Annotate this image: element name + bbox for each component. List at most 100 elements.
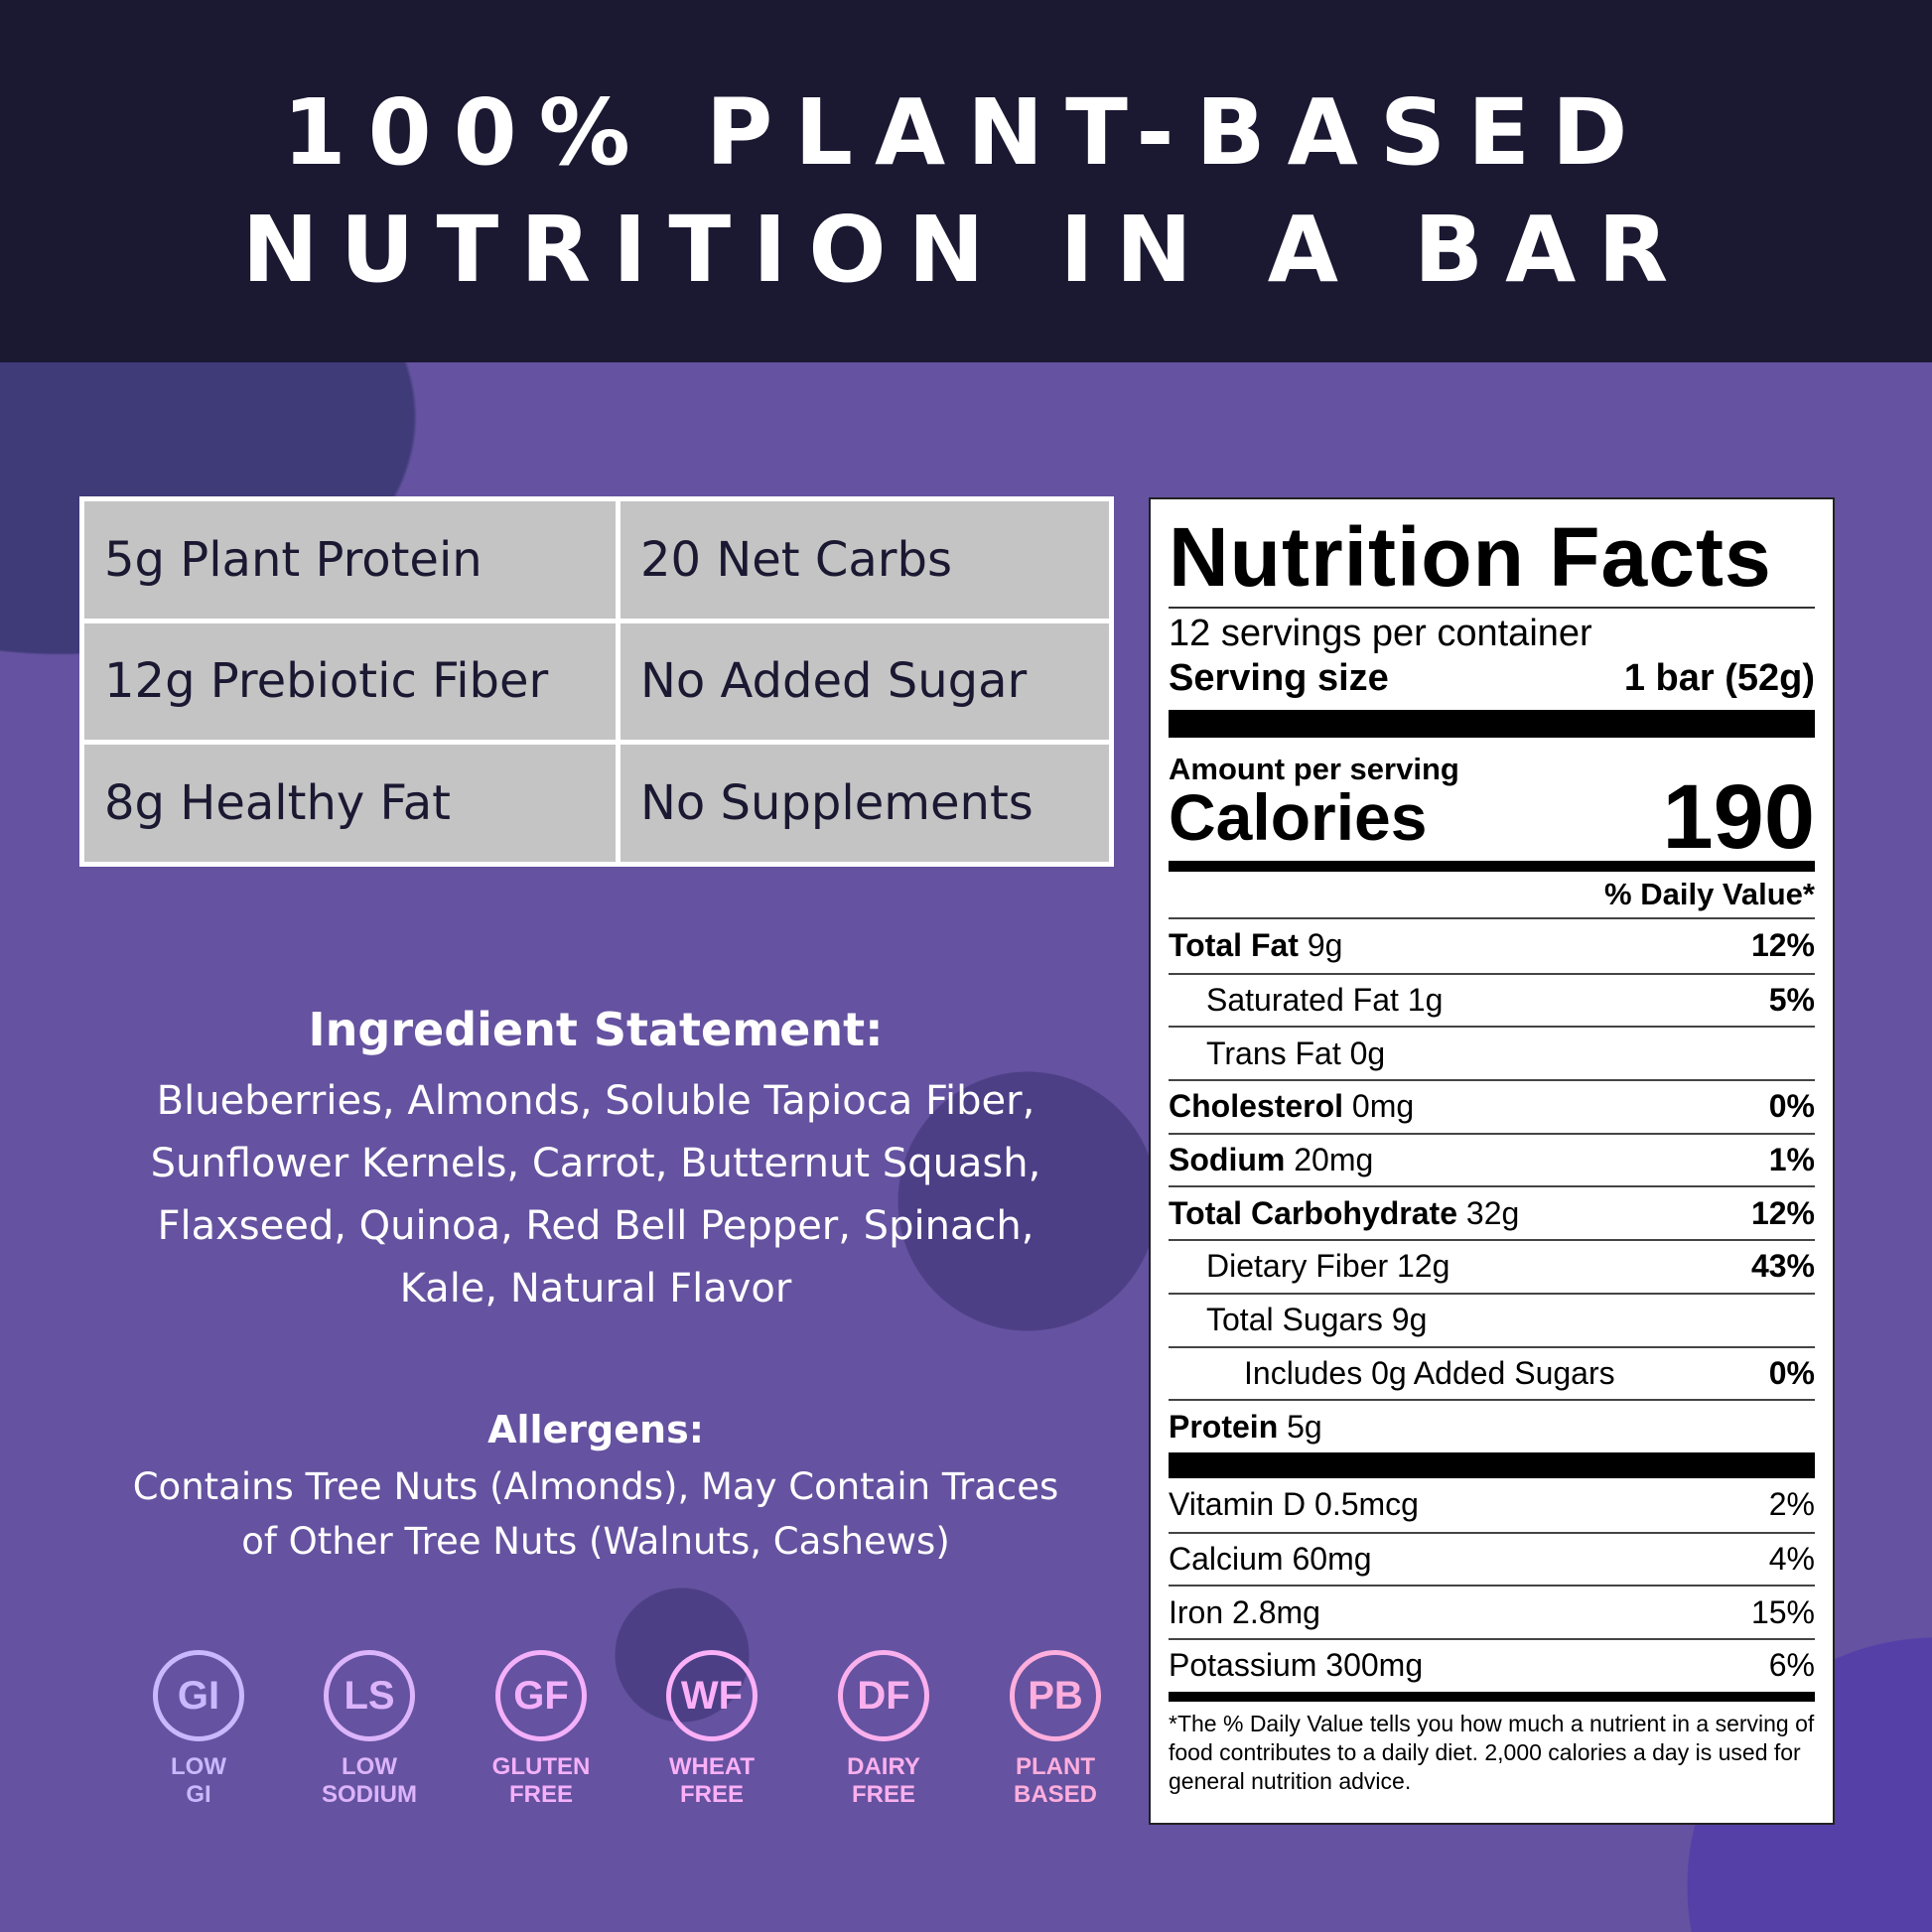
- ingredients-line: Flaxseed, Quinoa, Red Bell Pepper, Spina…: [157, 1203, 1035, 1249]
- highlight-cell: No Added Sugar: [621, 622, 1109, 741]
- servings-per-container: 12 servings per container: [1169, 612, 1592, 654]
- nutrient-dv: 1%: [1768, 1142, 1815, 1178]
- allergens-heading: Allergens:: [487, 1408, 704, 1451]
- badge-label-line: FREE: [851, 1781, 915, 1808]
- nutrient-row: Trans Fat 0g: [1169, 1026, 1815, 1079]
- amount-per-serving: Amount per serving: [1169, 752, 1459, 786]
- nutrient-label: Total Fat 9g: [1169, 927, 1342, 964]
- nutrient-label: Total Carbohydrate 32g: [1169, 1195, 1519, 1232]
- vitamin-dv: 2%: [1768, 1486, 1815, 1523]
- ingredients-heading: Ingredient Statement:: [308, 1003, 884, 1056]
- nutrient-amount: 20mg: [1285, 1142, 1374, 1178]
- vitamin-dv: 15%: [1750, 1593, 1815, 1630]
- badge-label-line: SODIUM: [322, 1781, 417, 1808]
- badge-circle-icon: DF: [838, 1650, 929, 1741]
- divider: [1169, 1451, 1815, 1478]
- nutrient-row: Includes 0g Added Sugars 0%: [1169, 1345, 1815, 1400]
- vitamin-dv: 6%: [1768, 1647, 1815, 1684]
- badge-circle-icon: WF: [666, 1650, 758, 1741]
- badge-ls: LS LOW SODIUM: [310, 1650, 429, 1809]
- nutrient-dv: 12%: [1750, 927, 1815, 964]
- vitamin-row: Iron 2.8mg 15%: [1169, 1585, 1815, 1638]
- badge-label: GLUTEN FREE: [482, 1753, 601, 1809]
- ingredients-line: Blueberries, Almonds, Soluble Tapioca Fi…: [156, 1078, 1035, 1124]
- nutrient-dv: 0%: [1768, 1354, 1815, 1391]
- calories-label: Calories: [1169, 780, 1428, 854]
- nutrition-title: Nutrition Facts: [1169, 510, 1772, 604]
- divider: [1169, 710, 1815, 738]
- badge-circle-icon: PB: [1010, 1650, 1101, 1741]
- allergens-line: of Other Tree Nuts (Walnuts, Cashews): [241, 1520, 950, 1563]
- badge-label-line: FREE: [508, 1781, 573, 1808]
- nutrient-rows: Total Fat 9g 12% Saturated Fat 1g 5% Trans F…: [1169, 917, 1815, 1452]
- badge-label-line: DAIRY: [847, 1753, 920, 1780]
- serving-size-label: Serving size: [1169, 656, 1389, 699]
- divider: [1169, 861, 1815, 872]
- nutrient-dv: 12%: [1750, 1194, 1815, 1231]
- nutrient-amount: 0mg: [1343, 1088, 1415, 1125]
- badge-circle-icon: GF: [495, 1650, 587, 1741]
- highlight-cell: 12g Prebiotic Fiber: [84, 622, 616, 741]
- nutrient-row: Cholesterol 0mg 0%: [1169, 1079, 1815, 1133]
- vitamin-row: Potassium 300mg 6%: [1169, 1637, 1815, 1692]
- ingredients-text: Blueberries, Almonds, Soluble Tapioca Fi…: [60, 1070, 1132, 1320]
- nutrient-label: Includes 0g Added Sugars: [1169, 1355, 1615, 1392]
- nutrient-row: Protein 5g: [1169, 1399, 1815, 1452]
- nutrient-amount: Includes 0g Added Sugars: [1244, 1354, 1615, 1391]
- nutrient-amount: 9g: [1298, 927, 1343, 964]
- nutrient-row: Saturated Fat 1g 5%: [1169, 972, 1815, 1027]
- highlight-cell: 8g Healthy Fat: [84, 745, 616, 862]
- nutrient-row: Total Fat 9g 12%: [1169, 919, 1815, 973]
- nutrient-label: Cholesterol 0mg: [1169, 1088, 1414, 1125]
- calories-value: 190: [1662, 766, 1816, 868]
- badge-label: WHEAT FREE: [652, 1753, 771, 1809]
- badge-label-line: LOW: [171, 1753, 226, 1780]
- badge-label-line: FREE: [679, 1781, 744, 1808]
- badge-label: DAIRY FREE: [824, 1753, 943, 1809]
- nutrient-row: Total Sugars 9g: [1169, 1292, 1815, 1346]
- badge-label: PLANT BASED: [996, 1753, 1115, 1809]
- badge-label: LOW SODIUM: [310, 1753, 429, 1809]
- vitamin-row: Calcium 60mg 4%: [1169, 1531, 1815, 1586]
- headline-line2: NUTRITION IN A BAR: [241, 197, 1691, 303]
- badge-label-line: BASED: [1013, 1781, 1097, 1808]
- highlight-cell: No Supplements: [621, 745, 1109, 862]
- badge-label: LOW GI: [139, 1753, 258, 1809]
- allergens-line: Contains Tree Nuts (Almonds), May Contai…: [132, 1465, 1059, 1508]
- nutrient-amount: Trans Fat 0g: [1206, 1035, 1386, 1071]
- badge-df: DF DAIRY FREE: [824, 1650, 943, 1809]
- badge-gf: GF GLUTEN FREE: [482, 1650, 601, 1809]
- nutrient-amount: Dietary Fiber 12g: [1206, 1248, 1450, 1285]
- headline-line1: 100% PLANT-BASED: [282, 79, 1650, 186]
- vitamin-label: Calcium 60mg: [1169, 1540, 1372, 1577]
- nutrient-dv: 0%: [1768, 1088, 1815, 1125]
- nutrient-name: Total Fat: [1169, 927, 1299, 964]
- badge-label-line: LOW: [342, 1753, 397, 1780]
- daily-value-footnote: *The % Daily Value tells you how much a …: [1169, 1710, 1815, 1794]
- divider: [1169, 1691, 1815, 1702]
- nutrient-row: Total Carbohydrate 32g 12%: [1169, 1185, 1815, 1239]
- highlight-cell: 5g Plant Protein: [84, 501, 616, 619]
- vitamin-label: Iron 2.8mg: [1169, 1593, 1320, 1630]
- daily-value-header: % Daily Value*: [1604, 877, 1815, 911]
- badge-pb: PB PLANT BASED: [996, 1650, 1115, 1809]
- serving-size-value: 1 bar (52g): [1623, 656, 1815, 699]
- badge-label-line: PLANT: [1016, 1753, 1095, 1780]
- badge-circle-icon: LS: [324, 1650, 415, 1741]
- divider: [1169, 607, 1815, 609]
- vitamin-label: Potassium 300mg: [1169, 1647, 1424, 1684]
- nutrient-label: Sodium 20mg: [1169, 1142, 1373, 1178]
- nutrient-amount: Saturated Fat 1g: [1206, 982, 1444, 1019]
- nutrient-name: Sodium: [1169, 1142, 1286, 1178]
- allergens-text: Contains Tree Nuts (Almonds), May Contai…: [60, 1459, 1132, 1569]
- nutrient-name: Total Carbohydrate: [1169, 1194, 1457, 1231]
- ingredients-line: Kale, Natural Flavor: [399, 1266, 792, 1311]
- serving-size-row: Serving size 1 bar (52g): [1169, 656, 1815, 700]
- nutrient-name: Protein: [1169, 1408, 1279, 1445]
- vitamin-row: Vitamin D 0.5mcg 2%: [1169, 1478, 1815, 1532]
- badge-wf: WF WHEAT FREE: [652, 1650, 771, 1809]
- vitamin-dv: 4%: [1768, 1540, 1815, 1577]
- vitamin-label: Vitamin D 0.5mcg: [1169, 1486, 1419, 1523]
- nutrition-facts-label: Nutrition Facts 12 servings per containe…: [1149, 497, 1835, 1825]
- nutrient-dv: 43%: [1750, 1248, 1815, 1285]
